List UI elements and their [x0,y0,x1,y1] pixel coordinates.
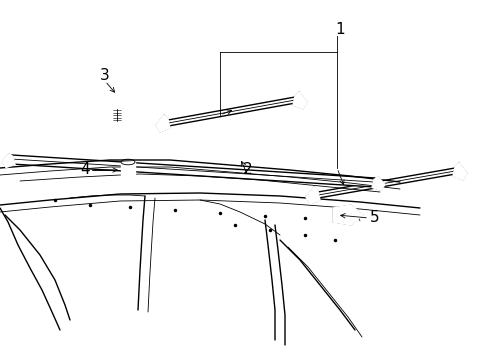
Text: 1: 1 [334,22,344,37]
Polygon shape [110,96,124,108]
Polygon shape [168,97,295,126]
Polygon shape [2,153,15,167]
Polygon shape [112,98,122,106]
Polygon shape [292,92,306,109]
Polygon shape [317,168,455,198]
Text: 2: 2 [243,162,252,177]
Polygon shape [332,205,362,225]
Polygon shape [156,115,170,132]
Polygon shape [371,176,384,190]
Text: 3: 3 [100,68,110,82]
Polygon shape [305,187,319,204]
Polygon shape [112,122,122,127]
Polygon shape [121,162,135,178]
Polygon shape [11,155,374,187]
Text: 5: 5 [369,211,379,225]
Text: 4: 4 [80,162,90,177]
Polygon shape [452,163,466,180]
